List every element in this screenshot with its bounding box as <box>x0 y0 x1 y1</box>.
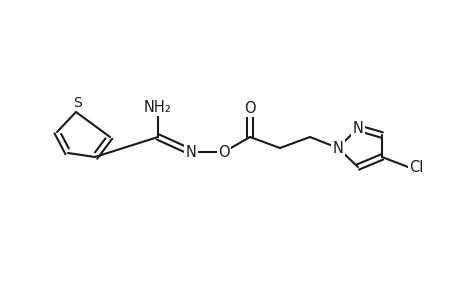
Text: O: O <box>218 145 230 160</box>
Text: O: O <box>244 100 255 116</box>
Text: NH₂: NH₂ <box>144 100 172 115</box>
Text: Cl: Cl <box>408 160 422 175</box>
Text: N: N <box>185 145 196 160</box>
Text: S: S <box>73 96 82 110</box>
Text: N: N <box>352 121 363 136</box>
Text: N: N <box>332 140 343 155</box>
